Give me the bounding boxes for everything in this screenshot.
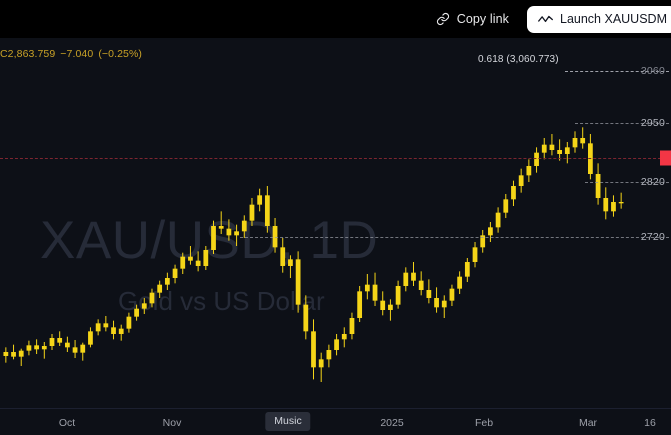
fib-level-label: 0.618 (3,060.773) — [478, 54, 559, 65]
legend-close-value: C2,863.759 — [0, 48, 56, 60]
time-axis-badge[interactable]: Music — [265, 412, 311, 431]
top-bar: Copy link Launch XAUUSDM — [0, 0, 671, 38]
level-line-2820[interactable] — [585, 182, 669, 183]
time-label-oct: Oct — [58, 417, 76, 429]
launch-symbol-button[interactable]: Launch XAUUSDM — [527, 5, 671, 33]
legend-change-percent: (−0.25%) — [98, 48, 143, 60]
legend-change-absolute: −7.040 — [60, 48, 94, 60]
level-line-3060[interactable] — [565, 71, 669, 72]
time-label-mar: Mar — [578, 417, 598, 429]
current-price-line — [0, 158, 671, 159]
copy-link-label: Copy link — [456, 12, 509, 26]
time-label-feb: Feb — [474, 417, 494, 429]
link-icon — [436, 12, 450, 26]
chart-legend: C2,863.759 −7.040 (−0.25%) — [0, 48, 142, 60]
time-label-2025: 2025 — [380, 417, 404, 429]
copy-link-button[interactable]: Copy link — [436, 12, 509, 26]
level-line-2720[interactable] — [240, 237, 669, 238]
time-label-nov: Nov — [162, 417, 182, 429]
line-chart-icon — [538, 14, 553, 25]
current-price-tag — [660, 150, 671, 166]
launch-button-label: Launch XAUUSDM — [560, 12, 667, 26]
level-line-2950[interactable] — [575, 123, 669, 124]
time-label-16: 16 — [644, 417, 656, 429]
chart-canvas[interactable]: XAU/USD, 1D Gold vs US Dollar C2,863.759… — [0, 38, 671, 435]
time-scale[interactable]: Oct Nov 2025 Feb Mar 16 Music — [0, 408, 671, 435]
